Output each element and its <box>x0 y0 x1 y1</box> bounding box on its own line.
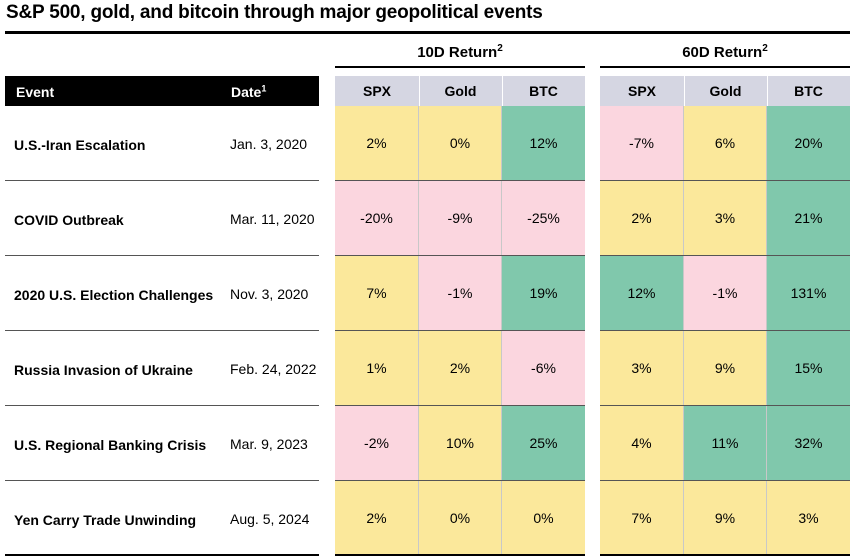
row-event-label: Yen Carry Trade Unwinding <box>14 511 197 528</box>
row-date: Aug. 5, 2024 <box>230 510 310 527</box>
header-date-sup: 1 <box>261 83 267 94</box>
col-head-10d-spx: SPX <box>335 76 419 106</box>
group-head-10d: 10D Return2 <box>335 44 585 66</box>
cell-10d-btc: 25% <box>502 406 585 480</box>
row-divider <box>600 405 850 406</box>
row-divider <box>5 480 319 481</box>
cell-60d-spx: 7% <box>600 481 684 555</box>
row-event-label: U.S. Regional Banking Crisis <box>14 436 207 453</box>
cell-60d-gold: 11% <box>684 406 767 480</box>
group-head-10d-sup: 2 <box>497 43 503 54</box>
col-head-10d-gold: Gold <box>419 76 502 106</box>
cell-10d-spx: 2% <box>335 106 419 180</box>
group-rule-10d <box>335 66 585 68</box>
cell-10d-spx: 2% <box>335 481 419 555</box>
row-divider <box>600 480 850 481</box>
row-divider <box>5 180 319 181</box>
row-divider <box>335 480 585 481</box>
table-bottom-rule <box>600 554 850 556</box>
row-divider <box>600 255 850 256</box>
row-date: Jan. 3, 2020 <box>230 135 308 152</box>
cell-10d-btc: 0% <box>502 481 585 555</box>
cell-10d-gold: 0% <box>419 106 502 180</box>
cell-60d-btc: 32% <box>767 406 850 480</box>
row-divider <box>5 405 319 406</box>
cell-10d-spx: 7% <box>335 256 419 330</box>
cell-10d-btc: -6% <box>502 331 585 405</box>
row-divider <box>600 330 850 331</box>
col-head-60d-btc: BTC <box>767 76 850 106</box>
row-event-label: Russia Invasion of Ukraine <box>14 361 193 378</box>
col-divider <box>419 76 420 106</box>
row-divider <box>600 180 850 181</box>
cell-60d-gold: -1% <box>684 256 767 330</box>
row-event-label: COVID Outbreak <box>14 211 124 228</box>
table-bottom-rule <box>5 554 319 556</box>
header-date-label: Date <box>231 84 262 100</box>
cell-60d-btc: 131% <box>767 256 850 330</box>
group-rule-60d <box>600 66 850 68</box>
col-divider <box>502 76 503 106</box>
cell-60d-gold: 9% <box>684 331 767 405</box>
cell-60d-btc: 21% <box>767 181 850 255</box>
cell-60d-spx: 4% <box>600 406 684 480</box>
row-date: Mar. 9, 2023 <box>230 435 308 452</box>
row-divider <box>335 180 585 181</box>
col-divider <box>684 76 685 106</box>
title-rule <box>5 31 850 34</box>
chart-title: S&P 500, gold, and bitcoin through major… <box>6 2 543 23</box>
row-event-label: 2020 U.S. Election Challenges <box>14 286 214 303</box>
cell-10d-btc: 19% <box>502 256 585 330</box>
row-date: Mar. 11, 2020 <box>230 210 315 227</box>
cell-10d-spx: -2% <box>335 406 419 480</box>
header-date: Date1 <box>231 84 266 100</box>
group-head-60d-sup: 2 <box>762 43 768 54</box>
col-divider <box>767 76 768 106</box>
header-event: Event <box>16 84 55 100</box>
group-head-60d-label: 60D Return <box>682 44 763 61</box>
row-date: Feb. 24, 2022 <box>230 360 317 377</box>
cell-10d-btc: -25% <box>502 181 585 255</box>
row-event-label: U.S.-Iran Escalation <box>14 136 146 153</box>
row-divider <box>5 330 319 331</box>
cell-60d-btc: 20% <box>767 106 850 180</box>
row-divider <box>335 405 585 406</box>
col-head-60d-spx: SPX <box>600 76 684 106</box>
cell-60d-btc: 3% <box>767 481 850 555</box>
cell-60d-spx: 12% <box>600 256 684 330</box>
cell-10d-gold: 2% <box>419 331 502 405</box>
cell-10d-spx: 1% <box>335 331 419 405</box>
cell-60d-spx: 2% <box>600 181 684 255</box>
cell-60d-gold: 6% <box>684 106 767 180</box>
cell-60d-gold: 3% <box>684 181 767 255</box>
table-bottom-rule <box>335 554 585 556</box>
group-head-10d-label: 10D Return <box>417 44 498 61</box>
cell-10d-spx: -20% <box>335 181 419 255</box>
col-head-60d-gold: Gold <box>684 76 767 106</box>
header-bar <box>5 76 319 106</box>
row-divider <box>335 255 585 256</box>
row-divider <box>5 255 319 256</box>
row-date: Nov. 3, 2020 <box>230 285 309 302</box>
row-divider <box>335 330 585 331</box>
cell-60d-gold: 9% <box>684 481 767 555</box>
cell-60d-spx: 3% <box>600 331 684 405</box>
cell-10d-gold: 0% <box>419 481 502 555</box>
cell-60d-spx: -7% <box>600 106 684 180</box>
group-head-60d: 60D Return2 <box>600 44 850 66</box>
cell-10d-gold: -1% <box>419 256 502 330</box>
cell-10d-gold: 10% <box>419 406 502 480</box>
cell-10d-btc: 12% <box>502 106 585 180</box>
cell-60d-btc: 15% <box>767 331 850 405</box>
col-head-10d-btc: BTC <box>502 76 585 106</box>
cell-10d-gold: -9% <box>419 181 502 255</box>
